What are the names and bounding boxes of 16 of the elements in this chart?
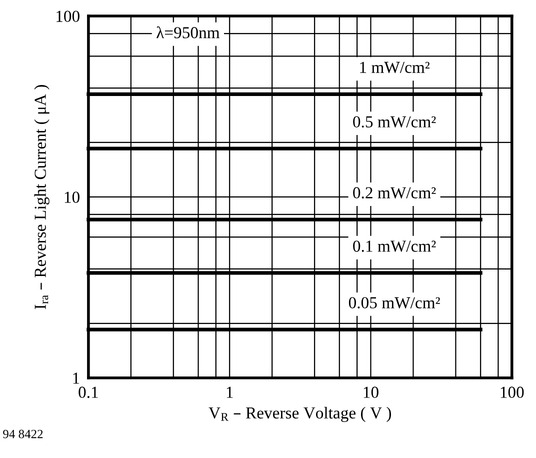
x-tick-label: 1: [226, 386, 233, 398]
y-tick-label: 10: [64, 192, 80, 203]
y-axis-title: I$_{ra}$ – Reverse Light Current ( μA ): [34, 85, 50, 310]
text: 94 8422: [3, 430, 43, 438]
y-tick-label: 1: [73, 372, 80, 384]
x-axis-title: V$_{R}$ – Reverse Voltage ( V ): [208, 406, 391, 422]
series-label: 0.5 mW/cm²: [353, 116, 436, 128]
series-label: 0.2 mW/cm²: [353, 187, 436, 198]
x-tick-label: 10: [364, 386, 378, 398]
annotation: λ=950nm: [156, 26, 220, 38]
y-tick-label: 100: [56, 10, 80, 22]
series-label: 0.05 mW/cm²: [348, 297, 440, 308]
x-tick-label: 0.1: [78, 386, 98, 398]
series-label: 0.1 mW/cm²: [353, 240, 436, 252]
series-label: 1 mW/cm²: [360, 62, 430, 74]
x-tick-label: 100: [500, 386, 524, 398]
